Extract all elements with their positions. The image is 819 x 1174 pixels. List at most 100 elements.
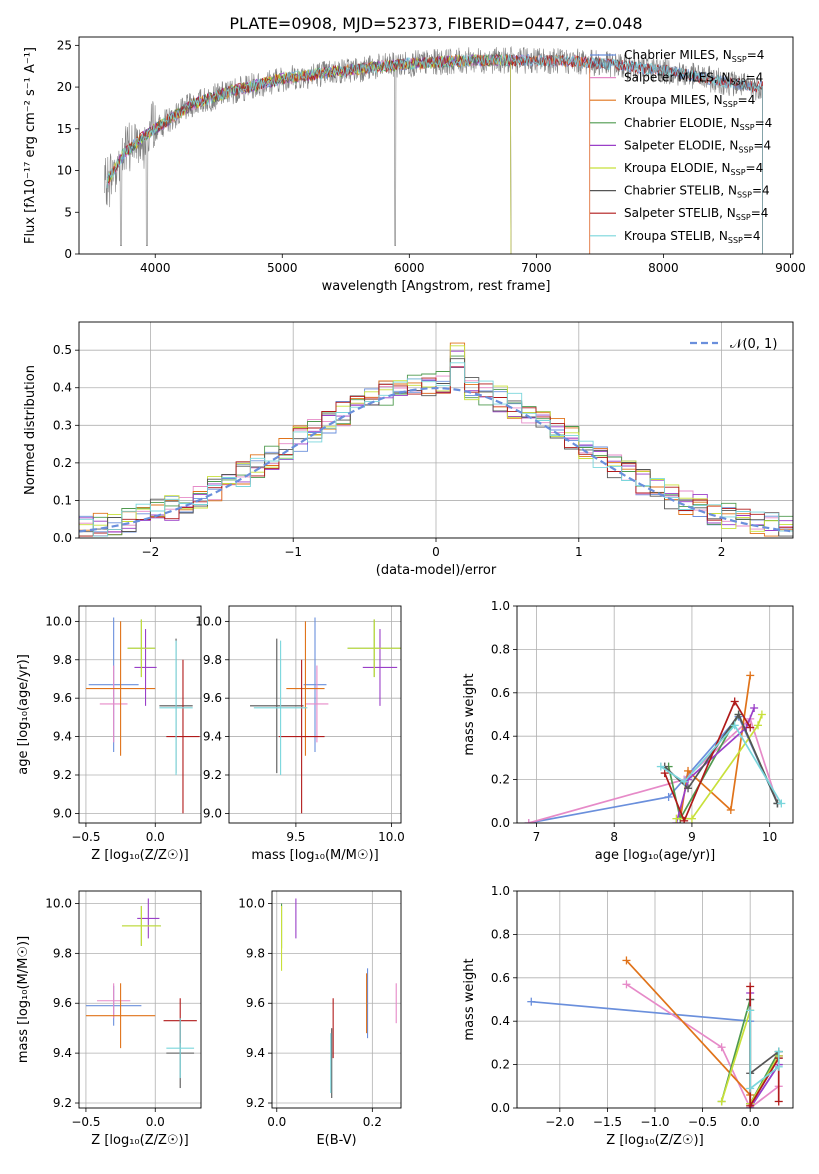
x-tick-label: 8 (610, 830, 618, 844)
series-salpeter-stelib (660, 697, 755, 823)
series-line (663, 699, 751, 823)
y-tick-label: 9.6 (53, 691, 72, 705)
y-tick-label: 9.8 (53, 946, 72, 960)
y-tick-label: 9.2 (53, 1096, 72, 1110)
axes-frame (78, 890, 202, 1109)
y-tick-label: 10.0 (195, 614, 222, 628)
axes-z-weight: −2.0 −1.5 −1.0 −0.5 0.0 0.0 0.2 0.4 0.6 0.8 1.0 Z [… (462, 884, 794, 1148)
y-tick-label: 9.4 (203, 730, 222, 744)
spectrum-legend: Chabrier MILES, NSSP=4 Salpeter MILES, NS… (590, 48, 772, 245)
legend-label: Salpeter STELIB, NSSP=4 (624, 206, 768, 222)
errorbar-kroupa-stelib (253, 640, 308, 775)
errorbar-kroupa-stelib (166, 1018, 195, 1079)
y-tick-label: 9.6 (53, 996, 72, 1010)
y-tick-label: 10.0 (45, 896, 72, 910)
series-line (660, 723, 783, 804)
legend-label: Salpeter MILES, NSSP=4 (624, 71, 763, 87)
gaussian-curve (79, 386, 791, 533)
errorbar-salpeter-miles (99, 665, 128, 743)
axes-spectrum: 4000 5000 6000 7000 8000 9000 0 5 10 15 20 25 wavele… (23, 36, 806, 294)
spectrum-model-kroupa-elodie (106, 53, 512, 254)
x-axis-label: Z [log₁₀(Z/Z☉)] (91, 1133, 188, 1148)
y-axis-label: age [log₁₀(age/yr)] (16, 654, 31, 775)
errorbar-salpeter-elodie (137, 898, 160, 939)
x-tick-label: 10 (762, 830, 777, 844)
axes-z-mass: −0.5 0.0 9.2 9.4 9.6 9.8 10.0 Z [log₁₀(Z/Z☉)] ma… (16, 890, 202, 1148)
series-kroupa-stelib (656, 721, 786, 808)
axes-age-weight: 7 8 9 10 0.0 0.2 0.4 0.6 0.8 1.0 age [log₁₀(age/yr… (462, 599, 794, 863)
x-tick-label: 7 (533, 830, 541, 844)
x-tick-label: 2 (718, 545, 726, 559)
y-tick-label: 10.0 (238, 896, 265, 910)
x-tick-label: 7000 (521, 261, 552, 275)
axes-z-age: −0.5 0.0 9.0 9.2 9.4 9.6 9.8 10.0 Z [log₁₀(Z/Z☉)… (16, 605, 202, 863)
y-tick-label: 10.0 (45, 614, 72, 628)
y-tick-label: 0.4 (53, 381, 72, 395)
series-salpeter-miles (622, 980, 783, 1108)
y-tick-label: 9.8 (53, 653, 72, 667)
y-tick-label: 9.0 (203, 806, 222, 820)
series-line (675, 707, 755, 823)
y-tick-label: 0.1 (53, 493, 72, 507)
plot-area-mass-age (229, 606, 401, 823)
axes-frame (271, 890, 402, 1109)
x-tick-label: −1.5 (593, 1115, 622, 1129)
y-tick-label: 5 (64, 205, 72, 219)
x-axis-label: Z [log₁₀(Z/Z☉)] (606, 1133, 703, 1148)
series-kroupa-stelib (746, 1006, 783, 1093)
x-tick-label: 1 (575, 545, 583, 559)
y-tick-label: 0.4 (491, 729, 510, 743)
y-tick-label: 9.8 (246, 946, 265, 960)
x-tick-label: 9000 (775, 261, 806, 275)
x-tick-label: 0 (432, 545, 440, 559)
plot-area-age-weight (517, 606, 793, 823)
x-tick-label: 0.0 (741, 1115, 760, 1129)
x-tick-label: 0.0 (267, 1115, 286, 1129)
spectrum-model-salpeter-miles (106, 53, 591, 254)
y-tick-label: 0.8 (491, 927, 510, 941)
y-tick-label: 0.3 (53, 418, 72, 432)
axes-frame (78, 321, 794, 539)
series-salpeter-stelib (746, 982, 783, 1108)
y-tick-label: 9.2 (246, 1096, 265, 1110)
y-tick-label: 1.0 (491, 884, 510, 898)
axes-frame (228, 605, 402, 824)
x-tick-label: 0.0 (146, 830, 165, 844)
errorbar-kroupa-miles (286, 621, 325, 756)
errorbar-kroupa-miles (85, 983, 156, 1049)
y-tick-label: 9.2 (203, 768, 222, 782)
plot-area-z-weight (517, 891, 793, 1108)
plot-area-ebv-mass (272, 891, 401, 1108)
x-tick-label: −0.5 (71, 1115, 100, 1129)
y-tick-label: 9.6 (203, 691, 222, 705)
x-axis-label: E(B-V) (316, 1133, 356, 1148)
legend-label: Chabrier MILES, NSSP=4 (624, 48, 764, 64)
plot-area-z-age (79, 606, 201, 823)
spectrum-model-kroupa-stelib (106, 53, 763, 254)
y-tick-label: 9.4 (246, 1046, 265, 1060)
y-tick-label: 0.4 (491, 1014, 510, 1028)
spectrum-model-chabrier-elodie (106, 53, 512, 254)
legend-label: Chabrier ELODIE, NSSP=4 (624, 116, 772, 132)
x-tick-label: 6000 (394, 261, 425, 275)
x-axis-label: wavelength [Angstrom, rest frame] (322, 279, 551, 294)
y-tick-label: 9.4 (53, 1046, 72, 1060)
x-tick-label: 9.5 (286, 830, 305, 844)
series-line (664, 712, 779, 804)
histogram-kroupa-stelib (79, 362, 793, 537)
y-tick-label: 15 (57, 122, 72, 136)
series-line (528, 717, 779, 823)
x-tick-label: −2.0 (545, 1115, 574, 1129)
y-axis-label: mass weight (462, 958, 477, 1040)
axes-frame (78, 36, 794, 255)
errorbar-chabrier-stelib (250, 638, 304, 774)
series-line (749, 1010, 780, 1091)
y-tick-label: 0 (64, 247, 72, 261)
y-tick-label: 0.6 (491, 686, 510, 700)
x-axis-label: (data-model)/error (376, 563, 497, 578)
y-tick-label: 0.2 (491, 1058, 510, 1072)
spectrum-model-kroupa-miles (106, 54, 591, 254)
series-line (749, 993, 780, 1108)
y-tick-label: 9.8 (203, 653, 222, 667)
